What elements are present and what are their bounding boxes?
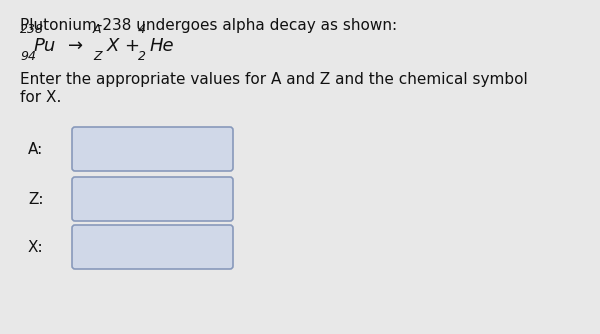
Text: Z:: Z: (28, 191, 44, 206)
Text: Plutonium-238 undergoes alpha decay as shown:: Plutonium-238 undergoes alpha decay as s… (20, 18, 397, 33)
Text: →: → (68, 37, 83, 55)
Text: A: A (93, 23, 101, 36)
Text: 2: 2 (138, 50, 146, 63)
Text: 94: 94 (20, 50, 36, 63)
Text: Z: Z (93, 50, 101, 63)
Text: X:: X: (28, 239, 44, 255)
FancyBboxPatch shape (72, 177, 233, 221)
FancyBboxPatch shape (72, 225, 233, 269)
Text: for X.: for X. (20, 90, 61, 105)
Text: A:: A: (28, 142, 43, 157)
Text: 238: 238 (20, 23, 44, 36)
Text: 4: 4 (138, 23, 146, 36)
Text: He: He (150, 37, 175, 55)
Text: X: X (107, 37, 119, 55)
Text: Enter the appropriate values for A and Z and the chemical symbol: Enter the appropriate values for A and Z… (20, 72, 528, 87)
FancyBboxPatch shape (72, 127, 233, 171)
Text: Pu: Pu (34, 37, 56, 55)
Text: +: + (124, 37, 139, 55)
